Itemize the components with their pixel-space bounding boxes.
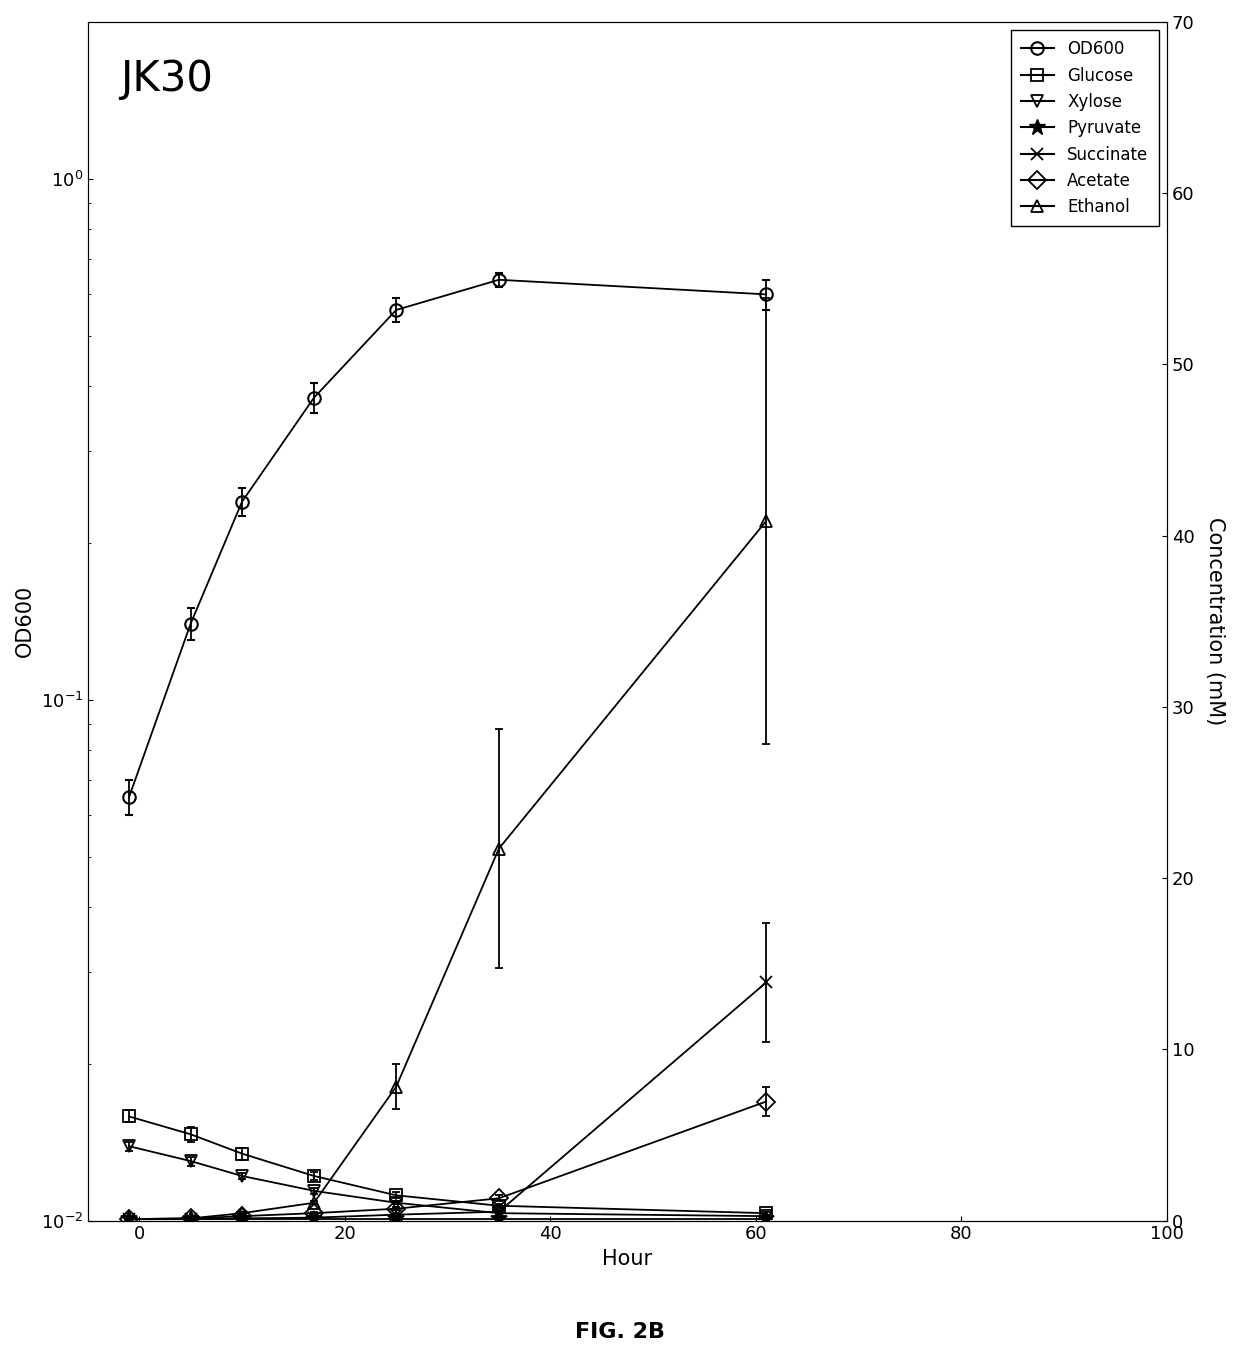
- Text: JK30: JK30: [120, 57, 213, 100]
- Y-axis label: OD600: OD600: [15, 585, 35, 657]
- Legend: OD600, Glucose, Xylose, Pyruvate, Succinate, Acetate, Ethanol: OD600, Glucose, Xylose, Pyruvate, Succin…: [1011, 30, 1158, 227]
- Text: FIG. 2B: FIG. 2B: [575, 1322, 665, 1341]
- X-axis label: Hour: Hour: [603, 1249, 652, 1269]
- Y-axis label: Concentration (mM): Concentration (mM): [1205, 518, 1225, 725]
